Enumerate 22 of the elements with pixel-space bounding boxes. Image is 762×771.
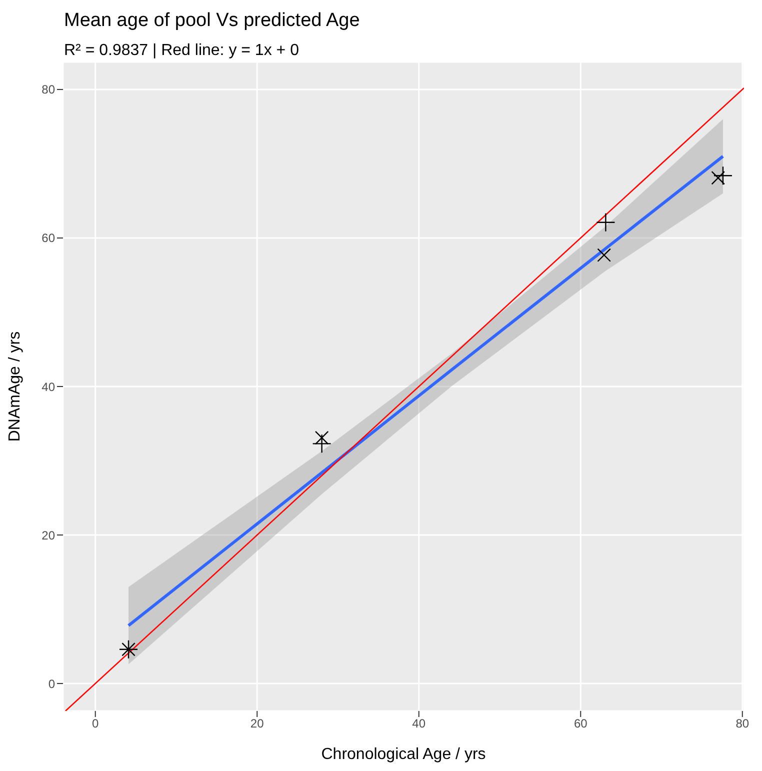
- point: [118, 640, 138, 659]
- chart-title: Mean age of pool Vs predicted Age: [64, 10, 360, 32]
- x-axis-title: Chronological Age / yrs: [321, 746, 486, 763]
- point: [711, 170, 726, 185]
- point: [314, 430, 329, 445]
- point: [713, 166, 733, 186]
- y-tick-label: 40: [42, 380, 56, 394]
- y-tick-label: 20: [42, 528, 56, 542]
- point: [122, 642, 136, 656]
- x-tick-label: 40: [412, 716, 426, 731]
- x-tick-label: 60: [574, 716, 588, 731]
- point: [596, 212, 616, 232]
- y-tick-label: 0: [48, 676, 56, 691]
- y-tick-label: 80: [42, 82, 56, 97]
- x-tick-label: 0: [92, 716, 100, 731]
- x-tick-label: 80: [736, 716, 750, 731]
- point: [312, 434, 332, 454]
- point: [597, 248, 611, 262]
- x-tick-label: 20: [250, 716, 264, 731]
- y-tick-label: 60: [42, 231, 56, 246]
- y-axis-title: DNAmAge / yrs: [6, 331, 24, 442]
- chart-subtitle: R² = 0.9837 | Red line: y = 1x + 0: [64, 42, 299, 60]
